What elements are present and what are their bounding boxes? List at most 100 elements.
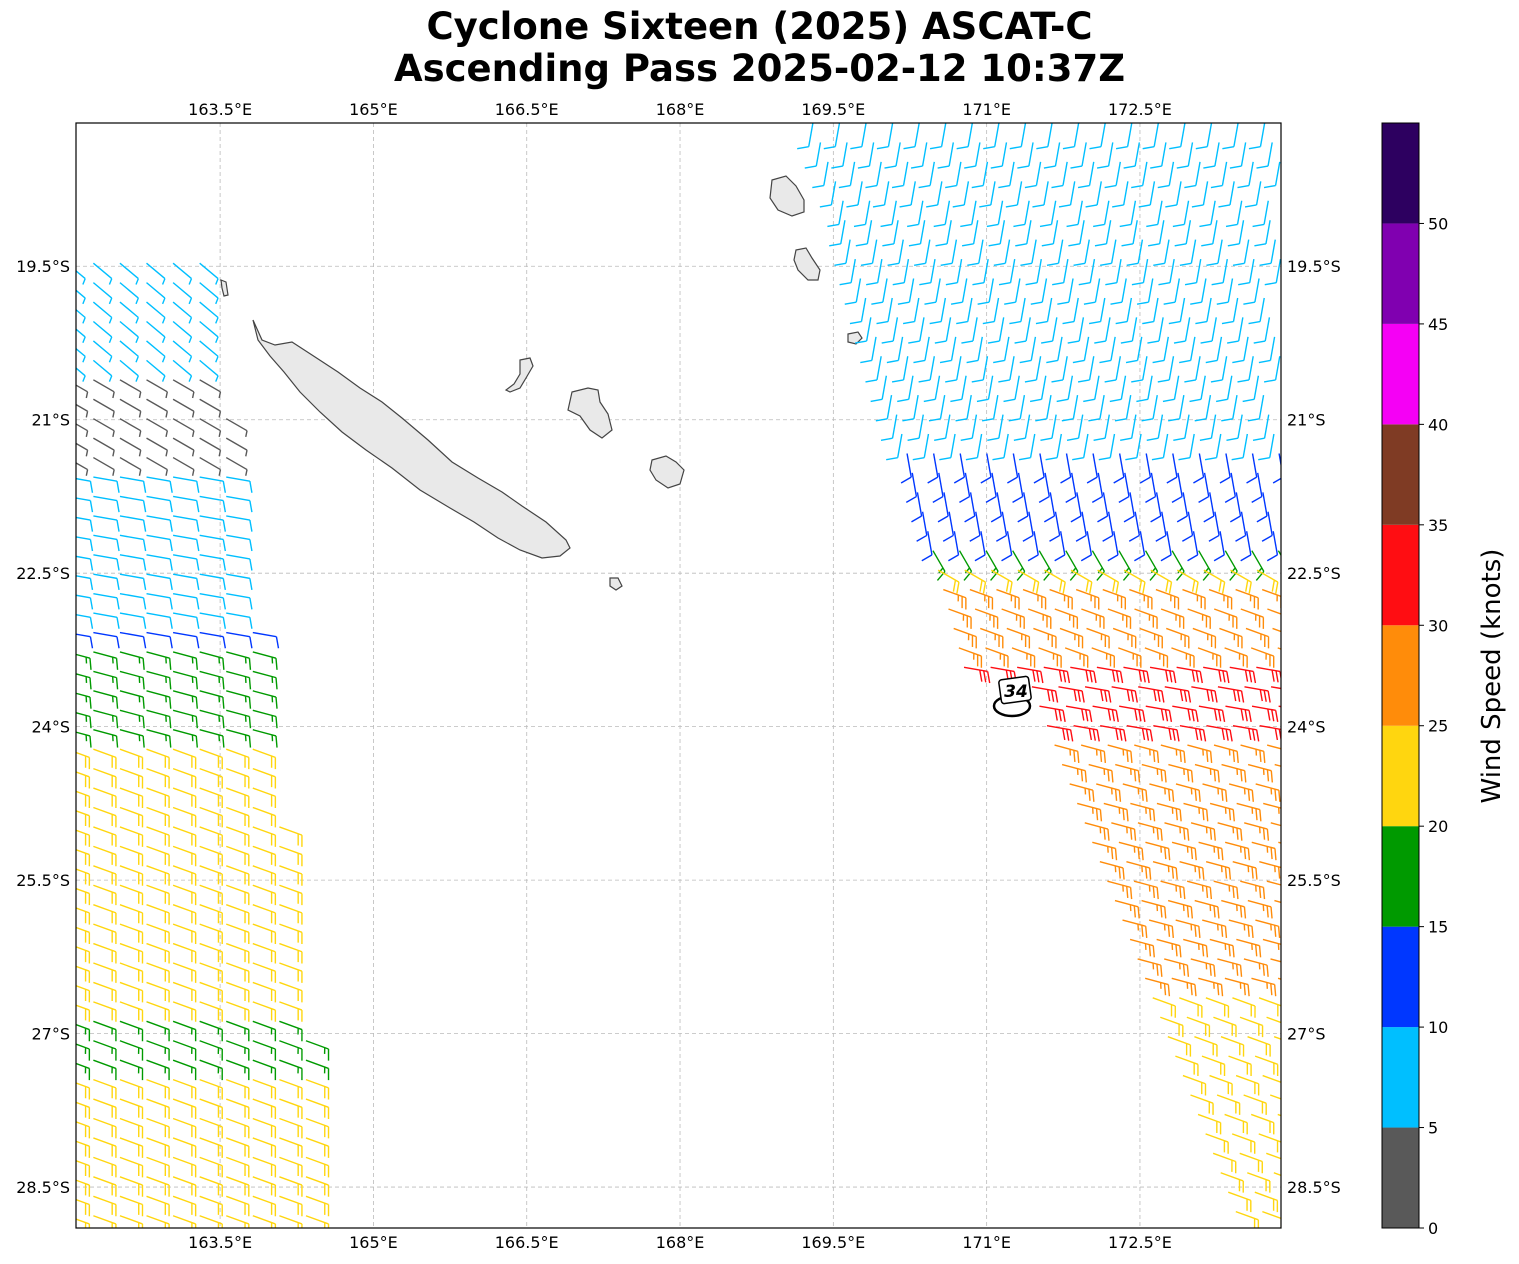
wind-barb (172, 573, 197, 580)
wind-barb (172, 301, 192, 319)
wind-barb-flag (218, 411, 222, 418)
wind-barb-flag (138, 430, 142, 438)
wind-barb (1094, 375, 1100, 400)
wind-barb-flag (1171, 790, 1175, 802)
wind-barb-flag (1258, 359, 1271, 364)
wind-barb-flag (1198, 495, 1210, 504)
wind-barb-flag (115, 677, 119, 690)
colorbar-bin (1382, 826, 1419, 927)
wind-barb-flag (1099, 809, 1103, 822)
wind-barb-flag (1001, 554, 1013, 562)
wind-barb-flag (1195, 320, 1208, 325)
wind-barb-flag (1093, 223, 1105, 228)
wind-barb-flag (971, 379, 984, 383)
wind-barb (1046, 297, 1053, 322)
wind-barb (226, 534, 250, 541)
wind-barb (1157, 200, 1163, 225)
wind-barb-flag (1261, 534, 1273, 542)
wind-barb (119, 729, 144, 737)
wind-barb-flag (1201, 243, 1213, 247)
wind-barb-flag (907, 437, 920, 441)
wind-barb (1057, 336, 1063, 361)
wind-barb (1168, 356, 1175, 381)
wind-barb-flag (1017, 515, 1029, 523)
wind-barb-flag (849, 320, 862, 325)
wind-barb-flag (1014, 340, 1027, 344)
wind-barb (1269, 1094, 1281, 1100)
wind-barb-flag (969, 534, 981, 542)
wind-barb-flag (1093, 437, 1106, 441)
wind-barb (1270, 958, 1281, 963)
wind-barb (1035, 161, 1042, 186)
wind-barb (172, 437, 195, 451)
wind-barb (1024, 200, 1030, 225)
wind-barb-flag (188, 278, 193, 285)
wind-barb-flag (1062, 710, 1066, 723)
wind-barb (199, 359, 219, 377)
wind-barb-flag (1173, 437, 1185, 441)
wind-barb-flag (1216, 983, 1220, 996)
wind-barb (1185, 220, 1192, 244)
wind-barb-flag (1111, 669, 1116, 682)
wind-barb-flag (987, 340, 1000, 344)
wind-barb (1001, 511, 1008, 536)
wind-barb (1118, 550, 1132, 572)
wind-barb (1153, 123, 1160, 147)
wind-barb-flag (188, 317, 193, 324)
wind-barb (1253, 375, 1260, 400)
wind-barb (882, 278, 888, 303)
wind-barb (1069, 181, 1076, 206)
wind-barb-flag (1091, 495, 1103, 504)
lat-tick-label-right: 24°S (1287, 718, 1326, 737)
wind-barb-flag (1168, 789, 1171, 801)
wind-barb (1195, 258, 1202, 283)
wind-barb-flag (1217, 906, 1220, 919)
wind-barb-flag (1183, 827, 1186, 840)
wind-barb-flag (967, 262, 979, 266)
wind-barb (76, 347, 86, 357)
wind-barb-flag (1213, 828, 1216, 841)
wind-barb (876, 356, 882, 381)
wind-barb-flag (1203, 165, 1216, 169)
wind-barb-flag (1138, 579, 1143, 592)
wind-barb-flag (1172, 728, 1176, 741)
wind-barb (1179, 297, 1186, 322)
wind-barb-flag (1195, 581, 1199, 594)
wind-barb-flag (1111, 770, 1114, 783)
wind-barb-flag (1240, 769, 1243, 782)
wind-barb-flag (1217, 770, 1220, 783)
wind-barb (119, 690, 144, 698)
wind-barb-flag (1298, 771, 1299, 783)
wind-barb (1023, 492, 1029, 517)
wind-barb-flag (1009, 581, 1013, 594)
wind-barb-flag (1141, 418, 1154, 422)
wind-barb-flag (1123, 729, 1127, 742)
wind-barb (93, 476, 118, 482)
wind-barb-flag (1035, 418, 1047, 422)
wind-barb (950, 433, 956, 458)
wind-barb (1049, 492, 1056, 517)
wind-barb (1225, 453, 1231, 478)
wind-barb-flag (1088, 418, 1101, 422)
wind-barb (93, 592, 118, 599)
wind-barb (992, 395, 999, 419)
wind-barb (1206, 297, 1212, 322)
wind-barb (919, 220, 926, 244)
wind-barb (1230, 472, 1236, 497)
wind-barb-flag (1071, 567, 1077, 574)
wind-barb-flag (1198, 728, 1203, 741)
wind-barb-flag (1270, 983, 1273, 996)
wind-barb (985, 550, 999, 572)
wind-barb-flag (161, 317, 166, 324)
wind-barb-flag (1081, 708, 1085, 721)
wind-barb-flag (950, 398, 963, 403)
wind-barb (146, 476, 171, 482)
wind-barb (1076, 492, 1082, 517)
wind-barb-flag (245, 449, 248, 457)
wind-barb-flag (1041, 243, 1054, 247)
wind-barb (1195, 161, 1201, 186)
wind-barb-flag (1277, 926, 1281, 938)
wind-barb-flag (1206, 689, 1210, 702)
wind-barb (944, 414, 951, 439)
lat-tick-label-left: 25.5°S (16, 871, 70, 890)
